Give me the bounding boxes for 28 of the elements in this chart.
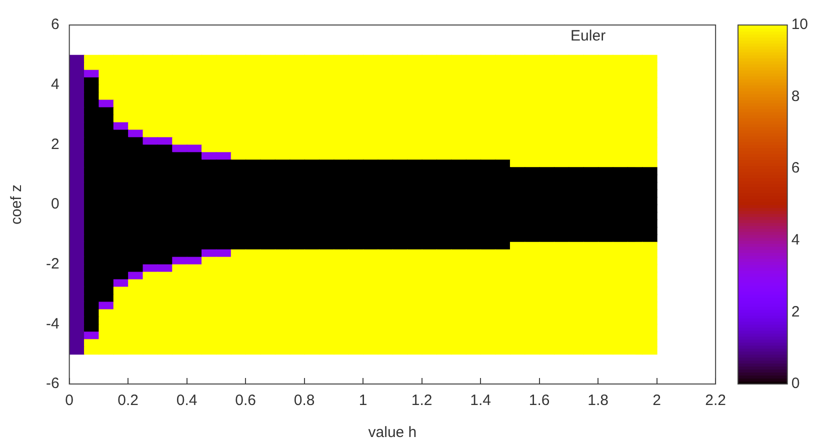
x-tick-label: 0.6 xyxy=(235,392,256,410)
x-tick-label: 0.8 xyxy=(294,392,315,410)
x-tick-label: 1.2 xyxy=(411,392,432,410)
annotation: Euler xyxy=(570,28,606,45)
x-tick-label: 1.4 xyxy=(470,392,492,410)
y-tick-label: -2 xyxy=(46,255,60,272)
color-bar-label: 0 xyxy=(791,375,800,392)
x-tick-label: 2.2 xyxy=(705,392,726,410)
x-tick-label: 0 xyxy=(65,392,74,410)
color-bar-label: 10 xyxy=(791,16,808,34)
y-tick-label: -4 xyxy=(46,315,60,332)
y-tick-label: 0 xyxy=(50,196,60,213)
color-bar-label: 4 xyxy=(791,232,800,249)
y-tick-label: 2 xyxy=(50,136,60,153)
x-tick-label: 1 xyxy=(358,392,368,410)
color-bar-label: 6 xyxy=(791,160,800,177)
y-tick-label: 6 xyxy=(50,16,60,34)
x-tick-label: 1.6 xyxy=(528,392,550,410)
x-axis-title: value h xyxy=(368,424,417,442)
x-tick-label: 0.4 xyxy=(176,392,198,410)
y-axis-title: coef z xyxy=(8,184,26,225)
x-tick-label: 0.2 xyxy=(118,392,139,410)
y-tick-label: -6 xyxy=(46,375,60,392)
y-tick-label: 4 xyxy=(50,76,60,93)
color-bar-label: 2 xyxy=(791,303,800,320)
color-bar-label: 8 xyxy=(791,88,800,105)
x-tick-label: 1.8 xyxy=(588,392,609,410)
x-tick-label: 2 xyxy=(652,392,661,410)
